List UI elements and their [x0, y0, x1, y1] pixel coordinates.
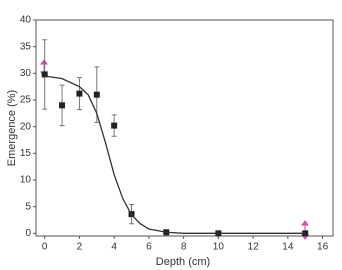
y-tick-label: 5	[25, 201, 31, 212]
x-axis-label: Depth (cm)	[156, 256, 210, 268]
data-point	[41, 71, 48, 78]
x-tick-label: 12	[248, 242, 260, 253]
x-tick-label: 16	[317, 242, 329, 253]
y-tick-label: 0	[25, 228, 31, 239]
x-tick-label: 10	[213, 242, 225, 253]
y-tick-label: 25	[20, 95, 32, 106]
x-tick-label: 6	[146, 242, 152, 253]
x-tick-label: 2	[77, 242, 83, 253]
data-point	[59, 102, 66, 109]
y-axis-label: Emergence (%)	[6, 90, 18, 166]
y-tick-label: 20	[20, 121, 32, 132]
x-tick-label: 14	[282, 242, 294, 253]
y-tick-label: 10	[20, 175, 32, 186]
x-tick-label: 4	[111, 242, 117, 253]
y-tick-label: 15	[20, 148, 32, 159]
y-tick-label: 35	[20, 41, 32, 52]
data-point	[76, 90, 83, 97]
x-tick-label: 0	[42, 242, 48, 253]
x-tick-label: 8	[181, 242, 187, 253]
y-tick-label: 40	[20, 15, 32, 26]
data-point	[111, 122, 118, 129]
plot-frame	[35, 19, 334, 237]
data-point	[93, 91, 100, 98]
fit-curve	[44, 75, 306, 234]
y-tick-label: 30	[20, 68, 32, 79]
